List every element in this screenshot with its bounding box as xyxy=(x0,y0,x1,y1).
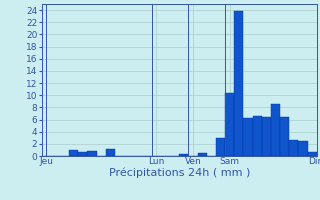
Bar xyxy=(271,104,280,156)
Bar xyxy=(225,93,234,156)
Bar xyxy=(234,11,244,156)
Bar xyxy=(69,150,78,156)
Bar xyxy=(87,151,97,156)
Bar xyxy=(179,154,188,156)
Bar xyxy=(262,117,271,156)
Bar xyxy=(280,117,289,156)
Bar xyxy=(252,116,262,156)
Bar xyxy=(308,152,317,156)
Bar xyxy=(197,153,207,156)
Bar xyxy=(78,152,87,156)
Bar xyxy=(244,118,252,156)
X-axis label: Précipitations 24h ( mm ): Précipitations 24h ( mm ) xyxy=(108,168,250,178)
Bar xyxy=(289,140,299,156)
Bar xyxy=(216,138,225,156)
Bar xyxy=(106,149,115,156)
Bar xyxy=(299,141,308,156)
